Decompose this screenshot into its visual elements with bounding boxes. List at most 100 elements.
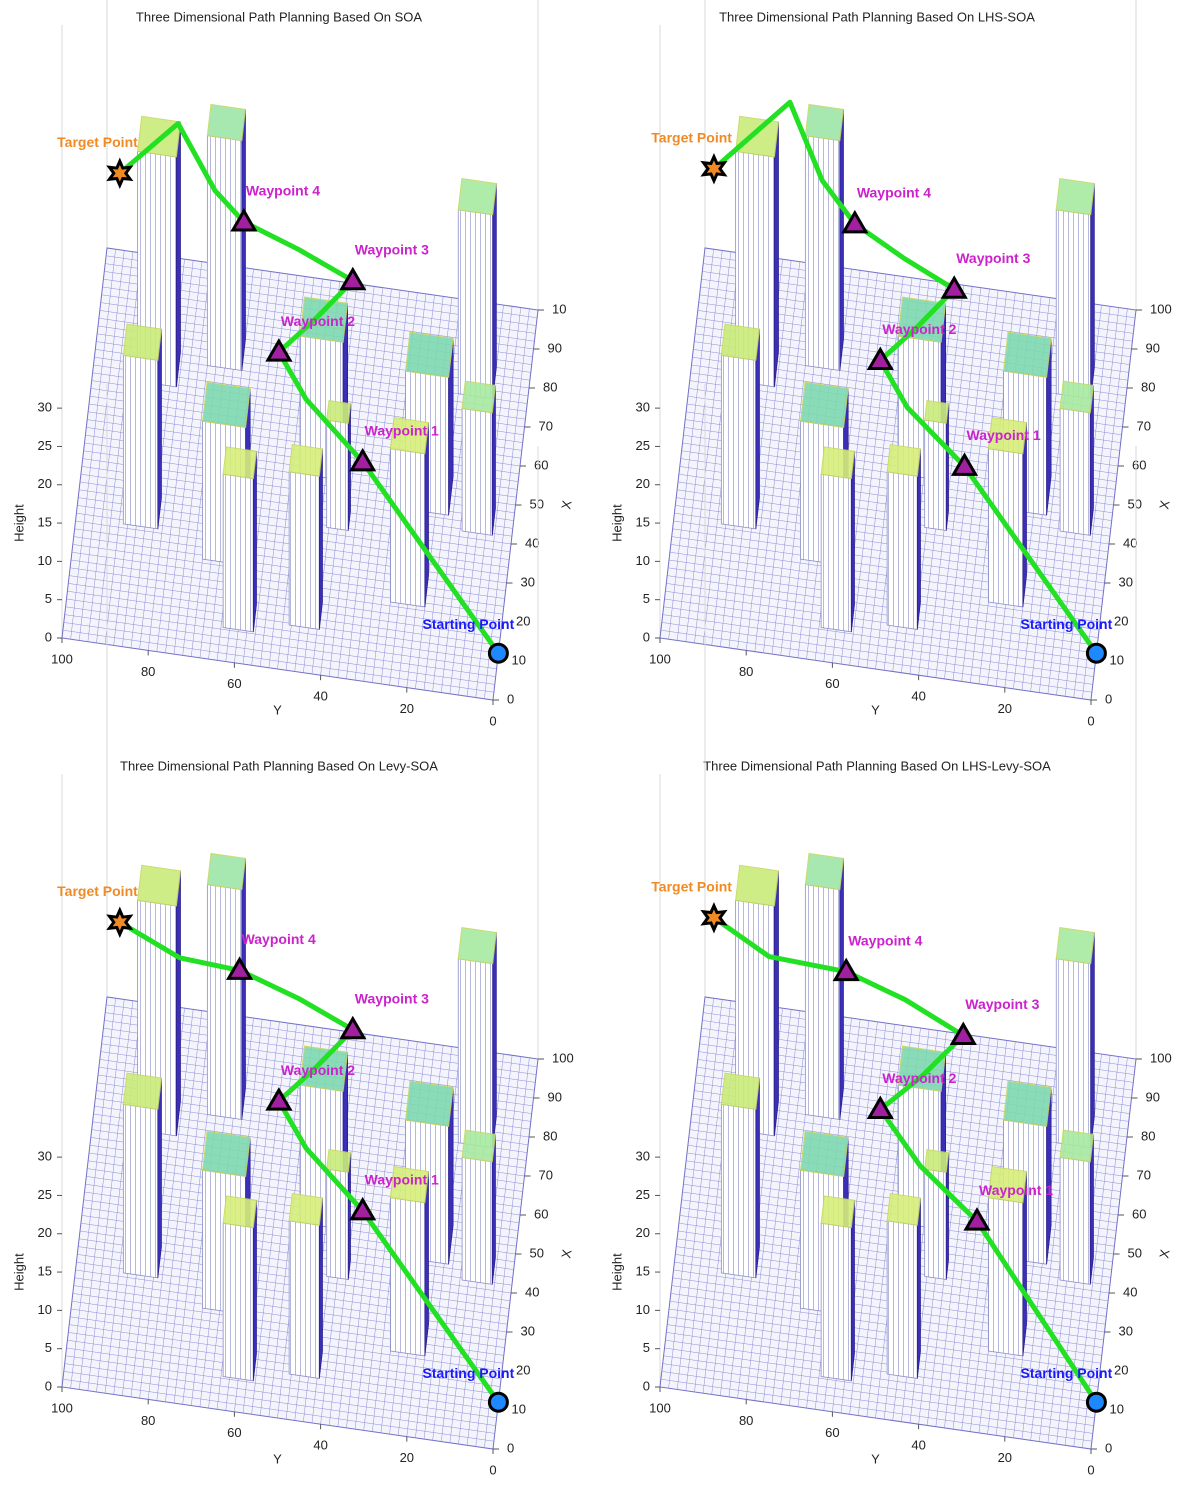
ground-grid — [754, 1010, 801, 1401]
obstacle-front — [1055, 958, 1092, 1149]
ground-grid — [849, 1024, 895, 1415]
x-tick-label: 80 — [1141, 1128, 1155, 1143]
z-tick-label: 0 — [45, 629, 52, 644]
y-tick-label: 20 — [400, 701, 414, 716]
z-tick-label: 5 — [643, 591, 650, 606]
obstacle-front — [461, 407, 493, 536]
obstacle-top — [987, 416, 1028, 455]
z-tick-label: 25 — [38, 438, 52, 453]
point-label: Waypoint 2 — [281, 1062, 355, 1078]
obstacle-side — [176, 121, 181, 387]
y-tick-label: 0 — [489, 713, 496, 728]
x-tick-label: 60 — [1132, 457, 1146, 472]
y-tick-label: 60 — [227, 1425, 241, 1440]
x-tick-label: 10 — [512, 652, 526, 667]
obstacle-top — [389, 416, 430, 455]
obstacle-top — [987, 1165, 1028, 1204]
x-tick-label: 80 — [1141, 379, 1155, 394]
z-tick-label: 15 — [636, 1264, 650, 1279]
obstacle-side — [839, 858, 844, 1120]
point-label: Starting Point — [423, 616, 515, 632]
waypoint-marker — [265, 338, 293, 362]
start-marker — [1085, 1391, 1107, 1413]
x-tick-label: 100 — [552, 1050, 574, 1065]
obstacle-top — [897, 1045, 947, 1092]
target-marker — [106, 906, 134, 938]
waypoint-marker — [866, 1095, 894, 1119]
x-tick-label: 0 — [507, 691, 514, 706]
ground-grid — [147, 260, 194, 651]
waypoint-marker — [230, 208, 258, 232]
obstacle-front — [288, 1220, 320, 1379]
x-tick-label: 20 — [1114, 1362, 1128, 1377]
obstacle-top — [206, 103, 246, 142]
ground-grid — [676, 250, 723, 641]
obstacle-top — [222, 446, 258, 480]
point-label: Waypoint 4 — [848, 932, 922, 948]
ground-grid — [96, 252, 142, 643]
obstacle-side — [1090, 932, 1095, 1148]
obstacle-top — [201, 1130, 251, 1177]
y-axis-label: Y — [871, 1451, 880, 1466]
obstacle-side — [492, 932, 497, 1148]
obstacle-front — [457, 209, 494, 400]
point-label: Waypoint 3 — [965, 996, 1039, 1012]
y-tick-label: 40 — [313, 689, 327, 704]
z-tick-label: 5 — [45, 1340, 52, 1355]
obstacle-top — [924, 400, 950, 424]
x-tick-label: 10 — [512, 1401, 526, 1416]
obstacle-top — [288, 1192, 324, 1226]
point-label: Waypoint 1 — [967, 427, 1041, 443]
x-tick-label: 80 — [543, 379, 557, 394]
waypoint-marker — [940, 275, 968, 299]
obstacle-front — [288, 471, 320, 630]
obstacle-top — [222, 1195, 258, 1229]
z-tick-label: 10 — [636, 553, 650, 568]
x-tick-label: 70 — [539, 1167, 553, 1182]
x-tick-label: 40 — [525, 535, 539, 550]
y-axis-label: Y — [273, 1451, 282, 1466]
point-label: Waypoint 1 — [979, 1182, 1053, 1198]
ground-grid — [165, 262, 211, 653]
chart-title: Three Dimensional Path Planning Based On… — [719, 9, 1035, 24]
obstacle-top — [389, 1165, 430, 1204]
x-tick-label: 50 — [1128, 496, 1142, 511]
ground-grid — [858, 1025, 904, 1416]
waypoint-marker — [832, 957, 860, 982]
point-label: Waypoint 4 — [242, 931, 316, 947]
waypoint-marker — [866, 346, 894, 370]
ground-grid — [745, 1009, 792, 1400]
point-label: Waypoint 3 — [355, 241, 429, 257]
z-tick-label: 20 — [38, 1225, 52, 1240]
x-tick-label: 10 — [552, 301, 566, 316]
ground-grid — [70, 998, 116, 1389]
obstacle-side — [839, 109, 844, 371]
point-label: Target Point — [57, 883, 138, 899]
obstacle-top — [720, 323, 760, 361]
obstacle-front — [1059, 1156, 1091, 1285]
ground-grid — [676, 999, 723, 1390]
y-tick-label: 40 — [911, 689, 925, 704]
y-tick-label: 0 — [489, 1462, 496, 1477]
point-label: Starting Point — [423, 1365, 515, 1381]
ground-grid — [78, 250, 125, 641]
waypoint-marker — [339, 266, 367, 291]
waypoint-marker — [349, 1196, 377, 1221]
obstacle-top — [1059, 1129, 1094, 1163]
panel: Three Dimensional Path Planning Based On… — [11, 384, 575, 1477]
x-tick-label: 20 — [516, 613, 530, 628]
z-tick-label: 30 — [38, 1149, 52, 1164]
obstacle-top — [804, 852, 844, 891]
x-tick-label: 20 — [516, 1362, 530, 1377]
ground-grid — [685, 251, 732, 642]
start-marker — [487, 1391, 509, 1413]
waypoint-marker — [225, 956, 254, 980]
obstacle-front — [206, 884, 243, 1120]
x-tick-label: 80 — [543, 1128, 557, 1143]
obstacle-front — [987, 1197, 1024, 1357]
waypoint-marker — [963, 1207, 991, 1231]
obstacle-front — [461, 1156, 493, 1285]
obstacle-front — [1059, 407, 1091, 536]
obstacle-top — [457, 178, 497, 216]
ground-grid — [78, 999, 125, 1390]
